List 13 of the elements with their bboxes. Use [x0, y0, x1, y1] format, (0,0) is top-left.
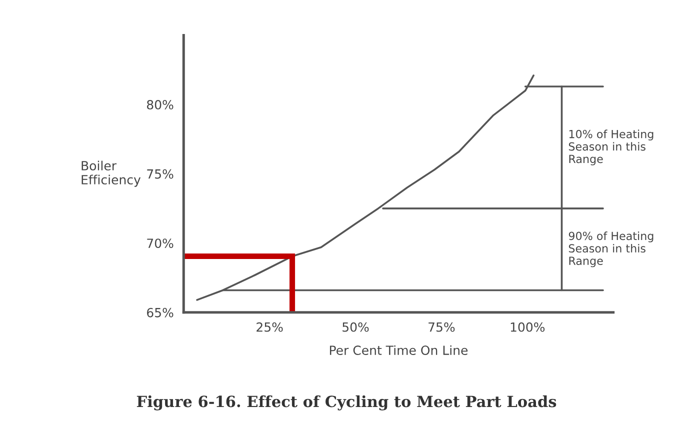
text: Figure 6-16. Effect of Cycling to Meet Part Loads [136, 395, 556, 410]
y-tick-label: 70% [147, 238, 174, 248]
y-tick-label: 80% [146, 100, 174, 110]
y-axis-title: Boiler Efficiency [82, 160, 141, 187]
x-tick-label: 25% [256, 322, 283, 332]
y-tick-label: 75% [147, 169, 174, 179]
x-tick-label: 50% [342, 322, 369, 332]
annotation: 10% of Heating Season in this Range [568, 130, 654, 166]
annotation: 90% of Heating Season in this Range [568, 232, 654, 268]
x-tick-label: 75% [428, 322, 455, 332]
x-axis-title: Per Cent Time On Line [330, 345, 468, 356]
x-tick-label: 100% [510, 322, 545, 332]
y-tick-label: 65% [147, 308, 174, 318]
